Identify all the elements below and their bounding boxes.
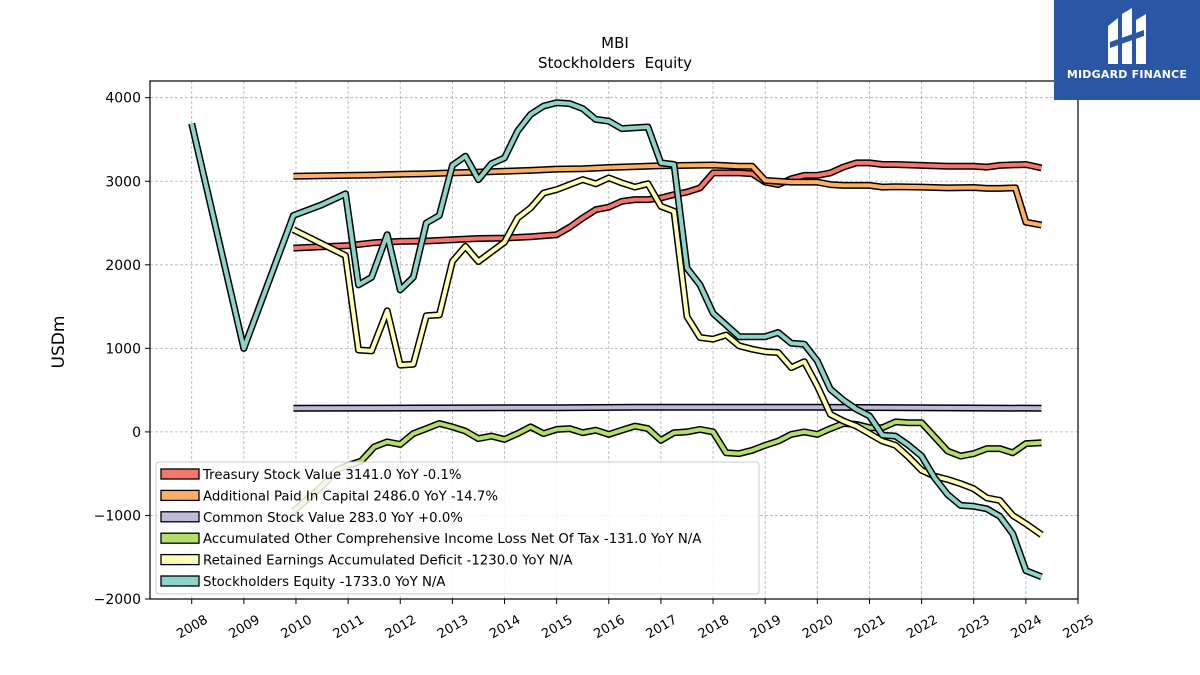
series-group [188,99,1044,580]
legend-label: Additional Paid In Capital 2486.0 YoY -1… [203,489,498,504]
x-tick-label: 2022 [904,613,940,643]
legend: Treasury Stock Value 3141.0 YoY -0.1% Add… [155,461,760,595]
legend-item: Additional Paid In Capital 2486.0 YoY -1… [160,489,498,504]
brand-name: MIDGARD FINANCE [1066,68,1188,81]
x-tick-label: 2017 [644,613,680,643]
y-tick-label: 3000 [105,174,141,190]
legend-item: Retained Earnings Accumulated Deficit -1… [160,553,572,569]
legend-swatch [160,468,200,480]
x-tick-label: 2013 [435,613,471,643]
legend-label: Common Stock Value 283.0 YoY +0.0% [203,511,463,526]
legend-swatch [160,553,200,566]
chart-title: MBI [601,34,629,52]
plot-frame [149,80,1079,600]
y-tick-label: −1000 [94,508,141,524]
legend-item: Accumulated Other Comprehensive Income L… [160,532,701,547]
series-line [293,163,1042,228]
legend-swatch [160,489,200,502]
x-tick-label: 2011 [331,613,367,643]
brand-logo: MIDGARD FINANCE [1054,0,1200,100]
y-axis-label: USDm [49,316,69,369]
chart-subtitle: Stockholders Equity [538,54,692,72]
series-2 [293,403,1042,412]
legend-label: Stockholders Equity -1733.0 YoY N/A [203,575,446,590]
legend-swatch [160,511,200,523]
series-line [189,100,1043,579]
x-tick-label: 2018 [696,613,732,643]
series-1 [293,161,1043,229]
legend-label: Accumulated Other Comprehensive Income L… [203,532,701,547]
x-tick-label: 2020 [800,613,836,643]
x-tick-label: 2019 [748,613,784,643]
legend-item: Treasury Stock Value 3141.0 YoY -0.1% [160,468,462,483]
y-tick-label: 4000 [105,91,141,107]
x-tick-label: 2012 [383,613,419,643]
y-tick-label: 1000 [105,341,141,357]
x-tick-label: 2024 [1009,613,1045,643]
series-0 [293,159,1043,252]
legend-item: Stockholders Equity -1733.0 YoY N/A [160,575,446,590]
x-tick-label: 2021 [852,613,888,643]
y-tick-label: 2000 [105,258,141,274]
series-line [293,160,1042,251]
series-4 [291,174,1044,538]
y-tick-label: −2000 [94,592,141,608]
x-tick-label: 2015 [539,613,575,643]
legend-swatch [160,575,200,587]
legend-item: Common Stock Value 283.0 YoY +0.0% [160,511,463,526]
legend-box [155,461,760,595]
x-ticks: 2008 2009 2010 2011 2012 2013 2014 2015 2016 2017… [174,599,1097,643]
series-line [292,175,1043,537]
x-tick-label: 2008 [174,613,210,643]
legend-label: Treasury Stock Value 3141.0 YoY -0.1% [202,468,462,483]
x-tick-label: 2025 [1061,613,1097,643]
x-tick-label: 2023 [956,613,992,643]
y-ticks: −2000 −1000 0 1000 2000 3000 4000 [94,91,150,608]
x-tick-label: 2014 [487,613,523,643]
brand-mark-icon [1108,8,1146,64]
legend-swatch [160,532,200,544]
series-line [292,419,1042,513]
x-tick-label: 2009 [227,613,263,643]
x-tick-label: 2016 [591,613,627,643]
series-5 [188,99,1043,580]
y-tick-label: 0 [132,425,141,441]
x-tick-label: 2010 [279,613,315,643]
series-3 [291,418,1042,514]
legend-label: Retained Earnings Accumulated Deficit -1… [203,554,572,569]
series-line [293,405,1042,411]
